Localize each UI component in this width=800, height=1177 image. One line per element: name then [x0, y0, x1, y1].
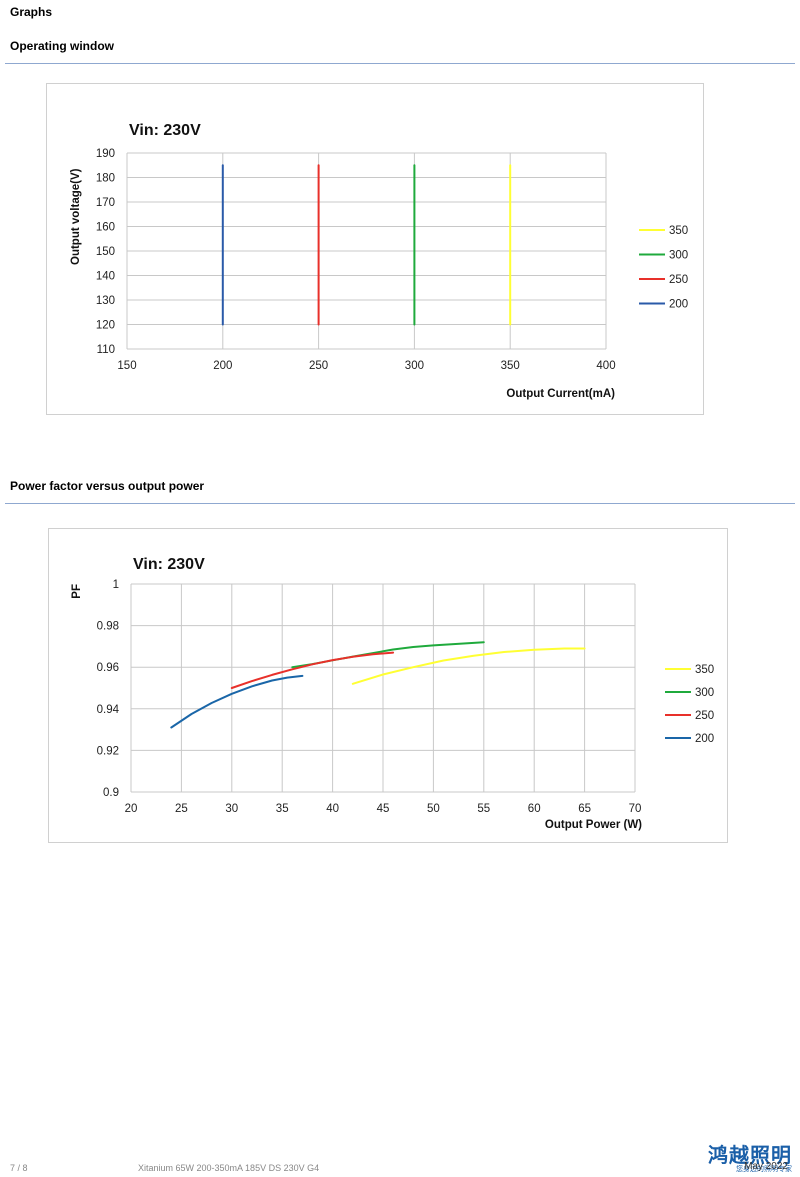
series-line-200 — [170, 674, 304, 729]
legend-label-300: 300 — [669, 250, 688, 262]
y-tick-label: 0.92 — [97, 745, 119, 757]
section-divider — [5, 503, 795, 504]
y-tick-label: 160 — [96, 222, 115, 234]
y-tick-label: 140 — [96, 271, 115, 283]
x-tick-label: 45 — [377, 803, 390, 815]
y-tick-label: 0.98 — [97, 621, 119, 633]
logo-subtitle: 您身边的照明专家 — [736, 1166, 792, 1173]
legend-label-200: 200 — [669, 299, 688, 311]
x-tick-label: 60 — [528, 803, 541, 815]
section-divider — [5, 63, 795, 64]
logo-text: 鸿越照明 — [708, 1143, 792, 1167]
chart-title: Vin: 230V — [133, 556, 205, 573]
legend-label-350: 350 — [669, 225, 688, 237]
x-tick-label: 150 — [117, 360, 136, 372]
x-axis-label: Output Power (W) — [545, 819, 642, 831]
x-tick-label: 30 — [225, 803, 238, 815]
y-axis-label: Output voltage(V) — [70, 168, 82, 265]
legend-label-250: 250 — [669, 274, 688, 286]
document-title: Xitanium 65W 200-350mA 185V DS 230V G4 — [138, 1163, 320, 1173]
x-tick-label: 40 — [326, 803, 339, 815]
y-tick-label: 130 — [96, 295, 115, 307]
x-tick-label: 65 — [578, 803, 591, 815]
legend-label-350: 350 — [695, 664, 714, 676]
chart-title: Vin: 230V — [129, 122, 201, 139]
x-tick-label: 20 — [125, 803, 138, 815]
document-date: May 2022 — [744, 1161, 788, 1172]
operating-window-chart: 150 200 250 300 350 400 110 120 130 140 150 160 170 1… — [46, 83, 704, 415]
x-tick-label: 250 — [309, 360, 328, 372]
legend-label-250: 250 — [695, 710, 714, 722]
y-tick-label: 170 — [96, 197, 115, 209]
power-factor-chart-svg: 20 25 30 35 40 45 50 55 60 65 70 0.9 0.92 0.94 0.96 0.9… — [71, 556, 714, 831]
y-tick-label: 1 — [113, 579, 119, 591]
y-tick-label: 150 — [96, 246, 115, 258]
page-number: 7 / 8 — [10, 1163, 28, 1173]
y-tick-label: 0.94 — [97, 704, 120, 716]
y-tick-label: 0.96 — [97, 662, 119, 674]
series-line-250 — [230, 651, 395, 689]
section-title-operating-window: Operating window — [10, 39, 114, 53]
x-tick-label: 300 — [405, 360, 424, 372]
x-tick-label: 35 — [276, 803, 289, 815]
x-tick-label: 70 — [629, 803, 642, 815]
y-tick-label: 110 — [97, 344, 115, 356]
power-factor-chart: 20 25 30 35 40 45 50 55 60 65 70 0.9 0.92 0.94 0.96 0.9… — [48, 528, 728, 843]
x-tick-label: 55 — [477, 803, 490, 815]
y-tick-label: 120 — [96, 320, 115, 332]
section-title-power-factor: Power factor versus output power — [10, 479, 205, 493]
x-tick-label: 200 — [213, 360, 232, 372]
x-tick-label: 50 — [427, 803, 440, 815]
page-heading: Graphs — [10, 5, 53, 19]
x-tick-label: 350 — [501, 360, 520, 372]
series-line-350 — [351, 647, 586, 685]
y-tick-label: 180 — [96, 173, 115, 185]
y-axis-label: PF — [71, 584, 83, 599]
x-tick-label: 400 — [596, 360, 615, 372]
operating-window-chart-svg: 150 200 250 300 350 400 110 120 130 140 150 160 170 1… — [70, 122, 688, 400]
legend-label-200: 200 — [695, 733, 714, 745]
y-tick-label: 190 — [96, 148, 115, 160]
y-tick-label: 0.9 — [103, 787, 119, 799]
company-logo: 鸿越照明 您身边的照明专家 — [708, 1144, 792, 1174]
x-axis-label: Output Current(mA) — [506, 388, 615, 400]
legend-label-300: 300 — [695, 687, 714, 699]
x-tick-label: 25 — [175, 803, 188, 815]
